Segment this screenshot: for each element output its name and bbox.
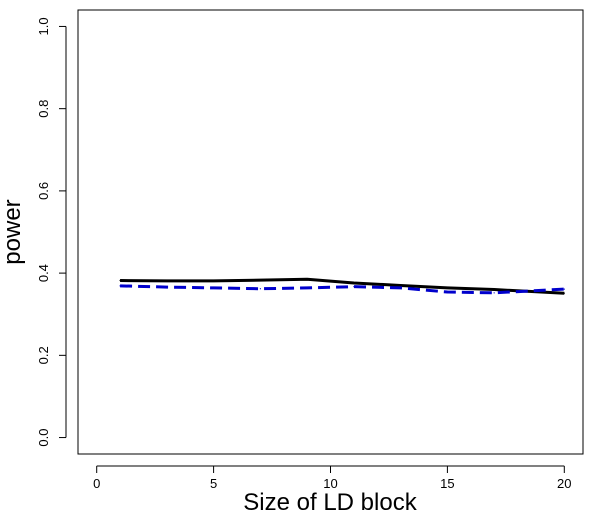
series-layer [119,277,565,295]
series-2-point [446,291,448,293]
series-2-point [563,288,565,290]
y-tick-label: 0.2 [36,346,51,364]
series-2-point [400,287,402,289]
y-tick-label: 1.0 [36,17,51,35]
x-axis-label: Size of LD block [243,489,417,516]
y-tick-label: 0.0 [36,429,51,447]
y-tick-label: 0.8 [36,100,51,118]
series-2-point [259,288,261,290]
series-1-point [306,278,308,280]
series-2-point [493,292,495,294]
series-1-point [400,284,402,287]
series-1-point [166,280,168,282]
series-1-point [353,282,355,284]
x-tick-label: 15 [440,476,454,491]
series-1-point [493,288,495,291]
series-2-point [540,289,542,291]
y-axis-label: power [0,199,26,264]
series-line-2 [120,284,565,295]
series-2-point [166,286,168,288]
x-tick-label: 0 [93,476,100,491]
y-tick-label: 0.4 [36,264,51,282]
series-2-point [119,285,121,287]
series-1-point [563,292,565,294]
series-1-point [213,280,215,282]
series-2-point [213,287,215,289]
x-tick-label: 20 [557,476,571,491]
series-2-point [306,287,308,289]
x-axis: 0 5 10 15 20 [93,465,572,491]
y-tick-label: 0.6 [36,182,51,200]
series-2-point [353,286,355,288]
y-axis: 0.0 0.2 0.4 0.6 0.8 1.0 [36,17,67,447]
x-tick-label: 5 [210,476,217,491]
series-1-point [259,279,261,281]
plot-frame [77,9,584,455]
x-tick-label: 10 [323,476,337,491]
series-1-point [119,279,121,282]
series-1-point [446,287,448,289]
